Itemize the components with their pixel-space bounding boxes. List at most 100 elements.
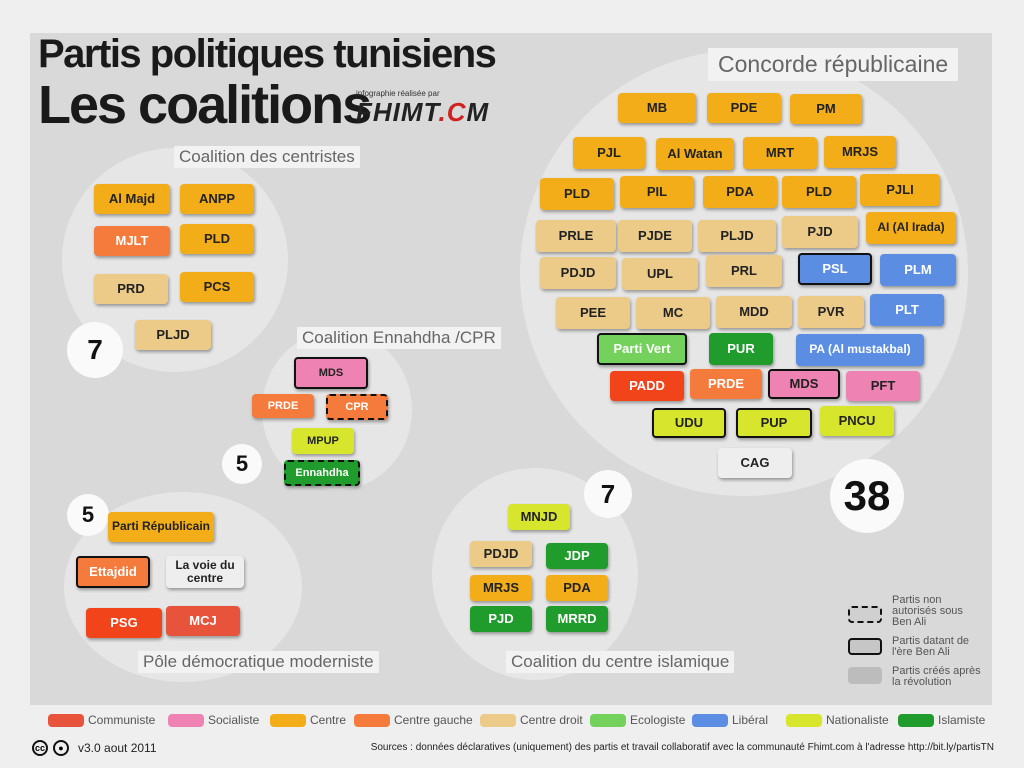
title-line1: Partis politiques tunisiens	[38, 32, 497, 76]
party-badge: Parti Républicain	[108, 512, 214, 542]
party-badge: PFT	[846, 371, 920, 401]
family-swatch	[786, 713, 822, 727]
party-badge: PJL	[573, 137, 645, 169]
party-badge: PM	[790, 94, 862, 124]
family-legend-item: Libéral	[692, 712, 768, 728]
party-badge: PLJD	[135, 320, 211, 350]
party-badge: MB	[618, 93, 696, 123]
party-badge: PJD	[470, 606, 532, 632]
family-legend-item: Centre droit	[480, 712, 583, 728]
party-badge: Parti Vert	[597, 333, 687, 365]
party-badge: PJD	[782, 216, 858, 248]
party-badge: PADD	[610, 371, 684, 401]
party-badge: Al Watan	[656, 138, 734, 170]
legend-solid-label: Partis datant de l'ère Ben Ali	[892, 635, 970, 658]
party-badge: MDD	[716, 296, 792, 328]
party-badge: PSG	[86, 608, 162, 638]
party-badge: Al Majd	[94, 184, 170, 214]
cc-license-icon: cc	[32, 740, 48, 756]
legend-new-swatch	[848, 667, 882, 684]
party-badge: MRT	[743, 137, 817, 169]
party-badge: PSL	[798, 253, 872, 285]
party-badge: PA (Al mustakbal)	[796, 334, 924, 366]
party-badge: MDS	[294, 357, 368, 389]
party-badge: PCS	[180, 272, 254, 302]
family-legend-item: Islamiste	[898, 712, 985, 728]
party-badge: MCJ	[166, 606, 240, 636]
family-swatch	[480, 713, 516, 727]
party-badge: PDE	[707, 93, 781, 123]
party-badge: La voie du centre	[166, 556, 244, 588]
group-count-centristes: 7	[67, 322, 123, 378]
party-badge: PRLE	[536, 220, 616, 252]
family-label: Centre gauche	[394, 713, 473, 727]
legend-dashed-label: Partis non autorisés sous Ben Ali	[892, 594, 963, 628]
party-badge: PLD	[540, 178, 614, 210]
party-badge: PDA	[703, 176, 777, 208]
title-line2: Les coalitions	[38, 75, 372, 135]
group-name-pole: Pôle démocratique moderniste	[138, 651, 379, 673]
legend-new-label: Partis créés après la révolution	[892, 665, 981, 688]
party-badge: MJLT	[94, 226, 170, 256]
party-badge: PDJD	[470, 541, 532, 567]
party-badge: PVR	[798, 296, 864, 328]
party-badge: UPL	[622, 258, 698, 290]
party-badge: MDS	[768, 369, 840, 399]
family-legend-item: Centre	[270, 712, 346, 728]
party-badge: PDJD	[540, 257, 616, 289]
family-label: Libéral	[732, 713, 769, 727]
family-legend-item: Socialiste	[168, 712, 259, 728]
fhimt-logo: FHIMT.CM	[356, 97, 490, 127]
group-name-islamique: Coalition du centre islamique	[506, 651, 735, 673]
party-badge: PUR	[709, 333, 773, 365]
party-badge: JDP	[546, 543, 608, 569]
family-label: Centre droit	[520, 713, 583, 727]
group-count-ennahdha: 5	[222, 444, 262, 484]
family-legend-item: Communiste	[48, 712, 155, 728]
party-badge: Ettajdid	[76, 556, 150, 588]
legend-solid-swatch	[848, 638, 882, 655]
party-badge: PIL	[620, 176, 694, 208]
party-badge: MRJS	[824, 136, 896, 168]
family-swatch	[270, 713, 306, 727]
family-legend-item: Centre gauche	[354, 712, 473, 728]
family-swatch	[692, 713, 728, 727]
group-name-concorde: Concorde républicaine	[708, 48, 959, 81]
party-badge: MC	[636, 297, 710, 329]
party-badge: PUP	[736, 408, 812, 438]
party-badge: PLD	[782, 176, 856, 208]
party-badge: ANPP	[180, 184, 254, 214]
party-badge: PLJD	[698, 220, 776, 252]
party-badge: MNJD	[508, 504, 570, 530]
group-name-ennahdha: Coalition Ennahdha /CPR	[297, 327, 501, 349]
family-label: Nationaliste	[826, 713, 889, 727]
party-badge: PLM	[880, 254, 956, 286]
credit-text: infographie réalisée par	[356, 89, 440, 98]
party-badge: PNCU	[820, 406, 894, 436]
group-count-islamique: 7	[584, 470, 632, 518]
family-label: Islamiste	[938, 713, 986, 727]
party-badge: MRRD	[546, 606, 608, 632]
party-badge: Ennahdha	[284, 460, 360, 486]
party-badge: PJLI	[860, 174, 940, 206]
family-legend-item: Ecologiste	[590, 712, 685, 728]
party-badge: CPR	[326, 394, 388, 420]
version-text: v3.0 aout 2011	[78, 741, 157, 755]
party-badge: PJDE	[618, 220, 692, 252]
party-badge: AI (Al Irada)	[866, 212, 956, 244]
family-swatch	[168, 713, 204, 727]
party-badge: PDA	[546, 575, 608, 601]
party-badge: CAG	[718, 448, 792, 478]
family-swatch	[590, 713, 626, 727]
family-label: Centre	[310, 713, 347, 727]
group-count-pole: 5	[67, 494, 109, 536]
party-badge: PLD	[180, 224, 254, 254]
party-badge: PRD	[94, 274, 168, 304]
party-badge: PRDE	[252, 394, 314, 418]
license-area: cc ● v3.0 aout 2011	[32, 740, 157, 756]
party-badge: UDU	[652, 408, 726, 438]
party-badge: MRJS	[470, 575, 532, 601]
legend-dashed-swatch	[848, 606, 882, 623]
family-swatch	[48, 713, 84, 727]
